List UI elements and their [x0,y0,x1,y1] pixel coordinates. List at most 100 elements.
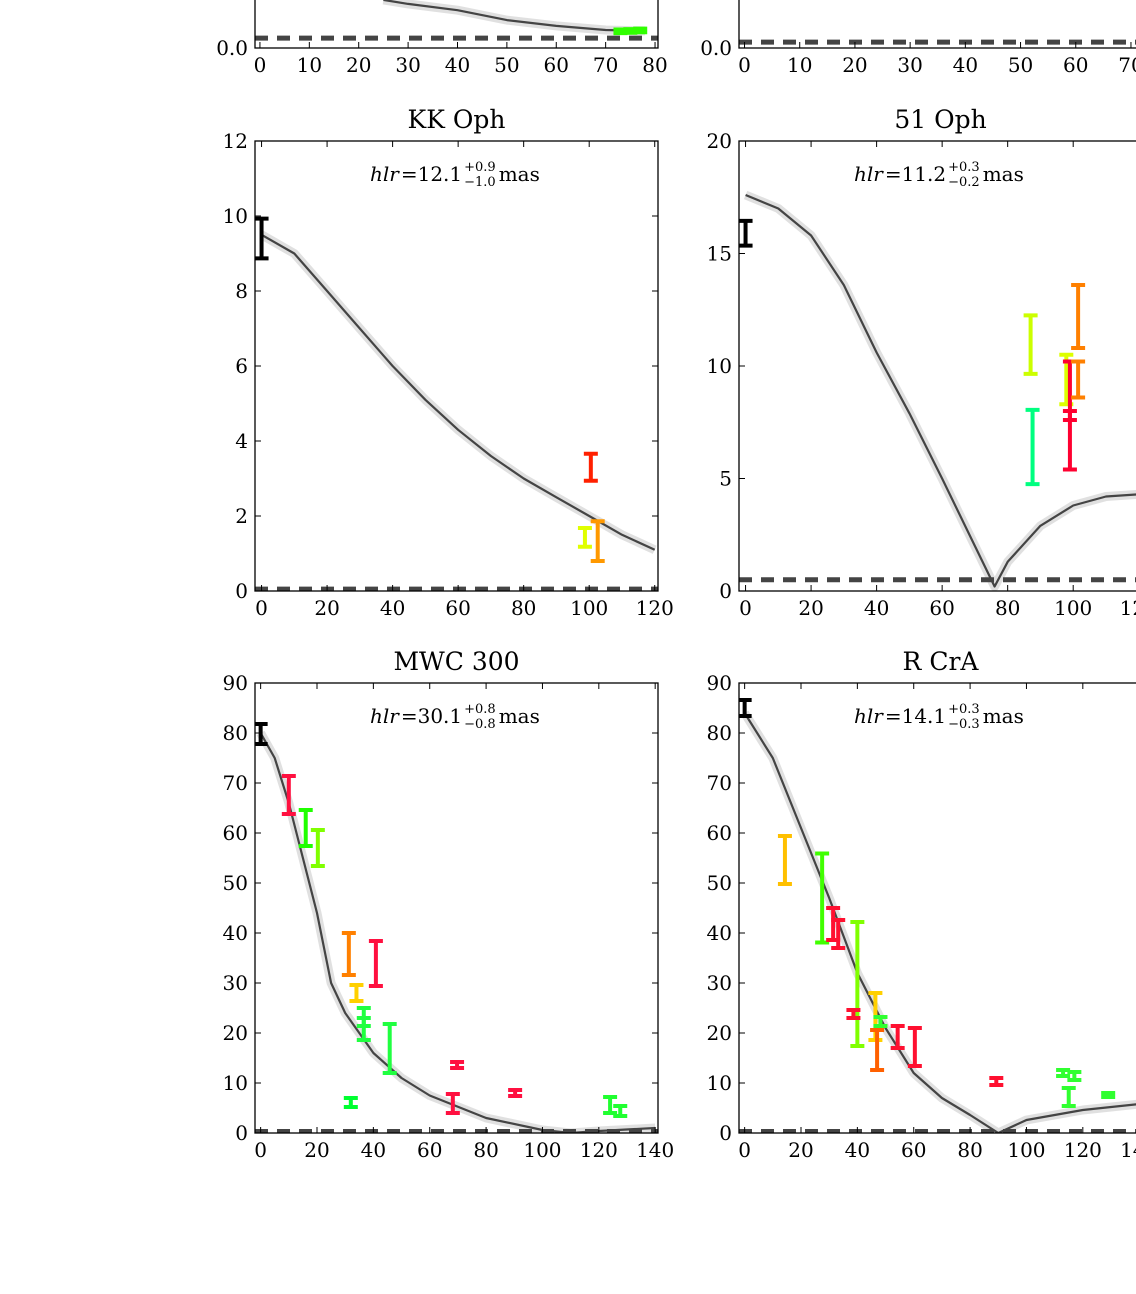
error-bar [846,1008,861,1020]
error-bar [831,918,846,950]
error-bar [1025,407,1040,487]
error-bar [1071,283,1086,350]
error-bar [777,834,792,886]
y-tick-label: 90 [707,671,732,695]
panel-title: MWC 300 [393,647,519,676]
y-tick-label: 10 [223,1071,248,1095]
x-tick-label: 40 [864,596,889,620]
y-tick-label: 10 [223,204,248,228]
y-tick-label: 10 [707,1071,732,1095]
model-band [382,0,646,36]
x-tick-label: 20 [788,1138,813,1162]
x-tick-label: 20 [798,596,823,620]
x-tick-label: 120 [1064,1138,1102,1162]
error-bar [577,526,592,549]
y-tick-label: 20 [707,129,732,153]
y-tick-label: 15 [707,242,732,266]
error-bar [873,1015,888,1028]
y-tick-label: 30 [223,971,248,995]
annotation-value: =30.1 [401,704,462,728]
x-tick-label: 40 [445,53,470,77]
annotation-value: =14.1 [885,704,946,728]
y-tick-label: 80 [223,721,248,745]
plot-area [739,190,1136,591]
error-bar [356,1016,371,1042]
error-bar [349,983,364,1003]
x-tick-label: 0 [738,1138,751,1162]
y-tick-label: 70 [707,771,732,795]
annotation-name: hlr [854,704,884,728]
x-tick-label: 60 [417,1138,442,1162]
y-tick-label: 0 [235,1121,248,1145]
x-tick-label: 60 [901,1138,926,1162]
x-tick-label: 120 [636,596,674,620]
error-bar [890,1024,905,1050]
axes-frame [254,682,659,1134]
error-bar [907,1026,922,1068]
x-tick-label: 30 [395,53,420,77]
y-tick-label: 20 [223,1021,248,1045]
error-bar [298,808,313,848]
model-curve [383,0,646,32]
annotation-lower: −0.3 [948,717,980,732]
annotation-upper: +0.9 [464,160,496,175]
y-tick-label: 70 [223,771,248,795]
x-tick-label: 20 [314,596,339,620]
annotation-name: hlr [370,162,400,186]
error-bar [445,1092,460,1115]
y-tick-label: 4 [235,429,248,453]
model-curve [259,732,656,1133]
x-tick-label: 0 [255,596,268,620]
x-tick-label: 0 [739,596,752,620]
x-tick-label: 20 [346,53,371,77]
y-tick-label: 0.0 [216,36,248,60]
x-tick-label: 70 [1118,53,1136,77]
error-bar [603,1095,618,1115]
x-tick-label: 120 [1120,596,1136,620]
annotation-upper: +0.3 [948,702,980,717]
annotation-upper: +0.8 [464,702,496,717]
annotation-lower: −1.0 [464,175,496,190]
error-bar [368,939,383,988]
x-tick-label: 40 [361,1138,386,1162]
y-tick-label: 30 [707,971,732,995]
error-bar [343,1096,358,1109]
annotation-unit: mas [499,162,540,186]
x-tick-label: 20 [304,1138,329,1162]
y-tick-label: 50 [707,871,732,895]
x-tick-label: 60 [1063,53,1088,77]
x-tick-label: 60 [445,596,470,620]
y-tick-label: 90 [223,671,248,695]
y-tick-label: 2 [235,504,248,528]
y-tick-label: 0 [719,579,732,603]
error-bar [1101,1091,1116,1099]
error-bar [739,698,752,718]
x-tick-label: 80 [473,1138,498,1162]
error-bar [450,1060,465,1070]
panel-title: R CrA [903,647,980,676]
error-bar [255,722,268,746]
y-tick-label: 6 [235,354,248,378]
x-tick-label: 100 [1007,1138,1045,1162]
x-tick-label: 80 [511,596,536,620]
y-tick-label: 0.0 [700,36,732,60]
x-tick-label: 0 [738,53,751,77]
error-bar [281,774,296,816]
y-tick-label: 60 [223,821,248,845]
x-tick-label: 50 [494,53,519,77]
model-band [256,730,656,1133]
error-bar [341,931,356,977]
y-tick-label: 0 [235,579,248,603]
x-tick-label: 100 [570,596,608,620]
axes-frame [738,0,1136,49]
error-bar [739,218,753,248]
annotation-lower: −0.2 [948,175,980,190]
annotation-upper: +0.3 [948,160,980,175]
x-tick-label: 0 [254,53,267,77]
plot-area [255,216,658,591]
y-tick-label: 60 [707,821,732,845]
x-tick-label: 60 [929,596,954,620]
annotation-name: hlr [370,704,400,728]
